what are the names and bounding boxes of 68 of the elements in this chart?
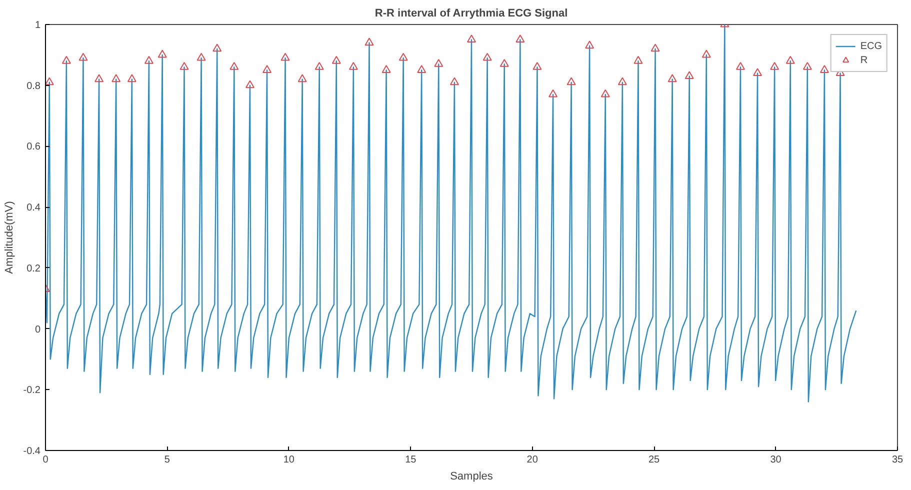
point bbox=[46, 77, 54, 86]
x-tick-label: 15 bbox=[405, 454, 417, 466]
x-tick-label: 10 bbox=[283, 454, 295, 466]
point bbox=[398, 52, 408, 61]
point bbox=[600, 89, 610, 98]
y-tick-label: 0.4 bbox=[26, 202, 41, 214]
point bbox=[802, 62, 812, 70]
legend-label: R bbox=[860, 54, 869, 67]
point bbox=[112, 74, 121, 82]
point bbox=[230, 62, 239, 70]
y-axis-title: Amplitude(mV) bbox=[3, 201, 16, 274]
point bbox=[280, 52, 290, 61]
point bbox=[467, 34, 476, 43]
point bbox=[566, 77, 576, 86]
point bbox=[62, 56, 71, 64]
point bbox=[450, 77, 459, 86]
point bbox=[196, 52, 206, 61]
y-tick-label: -0.2 bbox=[23, 385, 41, 396]
point bbox=[736, 62, 745, 70]
point bbox=[618, 77, 627, 86]
x-tick-label: 35 bbox=[892, 454, 904, 466]
y-tick-label: 0.2 bbox=[26, 263, 41, 274]
line-series bbox=[46, 24, 857, 402]
point bbox=[298, 74, 307, 82]
point bbox=[434, 58, 444, 67]
point bbox=[262, 65, 272, 73]
point bbox=[770, 62, 780, 70]
chart-title: R-R interval of Arrythmia ECG Signal bbox=[374, 8, 568, 20]
y-tick-label: 0.8 bbox=[26, 80, 41, 92]
point bbox=[94, 74, 104, 82]
point bbox=[158, 50, 167, 58]
y-tick-label: 0 bbox=[34, 324, 41, 336]
point bbox=[212, 44, 222, 52]
point bbox=[348, 62, 358, 70]
point bbox=[820, 65, 829, 73]
y-tick-label: 0.6 bbox=[26, 142, 41, 153]
point bbox=[786, 56, 795, 64]
x-tick-label: 25 bbox=[648, 454, 660, 466]
y-tick-label: -0.4 bbox=[23, 446, 41, 457]
y-tick-label: 1 bbox=[34, 20, 41, 31]
x-tick-label: 20 bbox=[526, 454, 538, 466]
point bbox=[753, 68, 762, 76]
legend-label: ECG bbox=[860, 40, 882, 53]
point bbox=[417, 65, 426, 73]
point bbox=[548, 89, 558, 98]
point bbox=[78, 52, 88, 61]
point bbox=[684, 71, 694, 80]
point bbox=[245, 80, 254, 88]
point bbox=[382, 65, 391, 73]
point bbox=[180, 62, 189, 70]
point bbox=[144, 56, 154, 64]
point bbox=[364, 38, 374, 46]
point bbox=[634, 56, 643, 64]
point bbox=[332, 56, 341, 64]
point bbox=[585, 40, 594, 49]
point bbox=[532, 62, 542, 70]
point bbox=[482, 52, 492, 61]
x-axis-title: Samples bbox=[450, 470, 494, 482]
x-tick-label: 30 bbox=[770, 454, 782, 466]
point bbox=[702, 50, 711, 58]
point bbox=[314, 62, 324, 70]
x-tick-label: 5 bbox=[164, 454, 170, 466]
point bbox=[127, 74, 136, 82]
point bbox=[516, 34, 525, 43]
point bbox=[668, 74, 677, 82]
point bbox=[650, 44, 660, 52]
point bbox=[500, 58, 509, 67]
x-tick-label: 0 bbox=[42, 454, 49, 466]
